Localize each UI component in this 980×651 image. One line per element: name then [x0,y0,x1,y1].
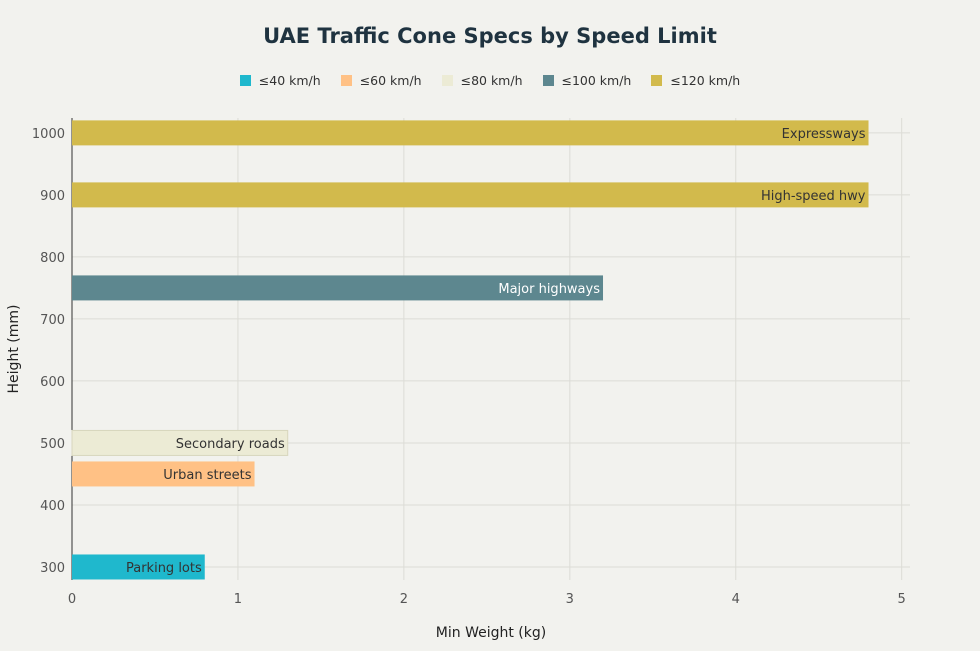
x-tick-label: 0 [68,592,76,607]
y-tick-label: 1000 [32,127,65,142]
x-axis-title: Min Weight (kg) [436,625,546,641]
bar [72,554,205,580]
x-tick-label: 1 [234,592,242,607]
bar-label: Secondary roads [176,437,285,452]
chart-title: UAE Traffic Cone Specs by Speed Limit [263,24,717,48]
y-tick-label: 800 [40,251,65,266]
x-tick-label: 2 [400,592,408,607]
x-tick-label: 5 [898,592,906,607]
y-tick-label: 500 [40,437,65,452]
bar [72,120,869,146]
legend-swatch [340,75,352,86]
bar-label: Urban streets [163,468,251,483]
legend-label: ≤120 km/h [670,73,741,88]
bar [72,182,869,208]
bar [72,461,255,487]
x-tick-label: 4 [732,592,740,607]
legend-swatch [441,75,453,86]
legend-item[interactable]: ≤40 km/h [239,73,321,88]
bar-label: Major highways [498,282,600,297]
legend-item[interactable]: ≤60 km/h [340,73,422,88]
legend-item[interactable]: ≤80 km/h [441,73,523,88]
bar-label: Parking lots [126,561,202,576]
y-tick-label: 300 [40,561,65,576]
legend-label: ≤60 km/h [359,73,422,88]
y-axis-title: Height (mm) [6,305,22,394]
legend-label: ≤40 km/h [258,73,321,88]
y-tick-label: 400 [40,499,65,514]
legend-swatch [239,75,251,86]
x-tick-label: 3 [566,592,574,607]
legend-swatch [651,75,663,86]
y-tick-label: 700 [40,313,65,328]
legend: ≤40 km/h ≤60 km/h ≤80 km/h ≤100 km/h ≤120 km… [0,73,980,88]
bar [71,429,289,456]
y-tick-label: 900 [40,189,65,204]
bar-label: High-speed hwy [761,189,866,204]
bar-label: Expressways [782,127,866,142]
legend-label: ≤80 km/h [460,73,523,88]
legend-item[interactable]: ≤100 km/h [542,73,632,88]
legend-item[interactable]: ≤120 km/h [651,73,740,88]
legend-label: ≤100 km/h [561,73,632,88]
legend-swatch [542,75,554,86]
bar [72,275,604,301]
y-tick-label: 600 [40,375,65,390]
